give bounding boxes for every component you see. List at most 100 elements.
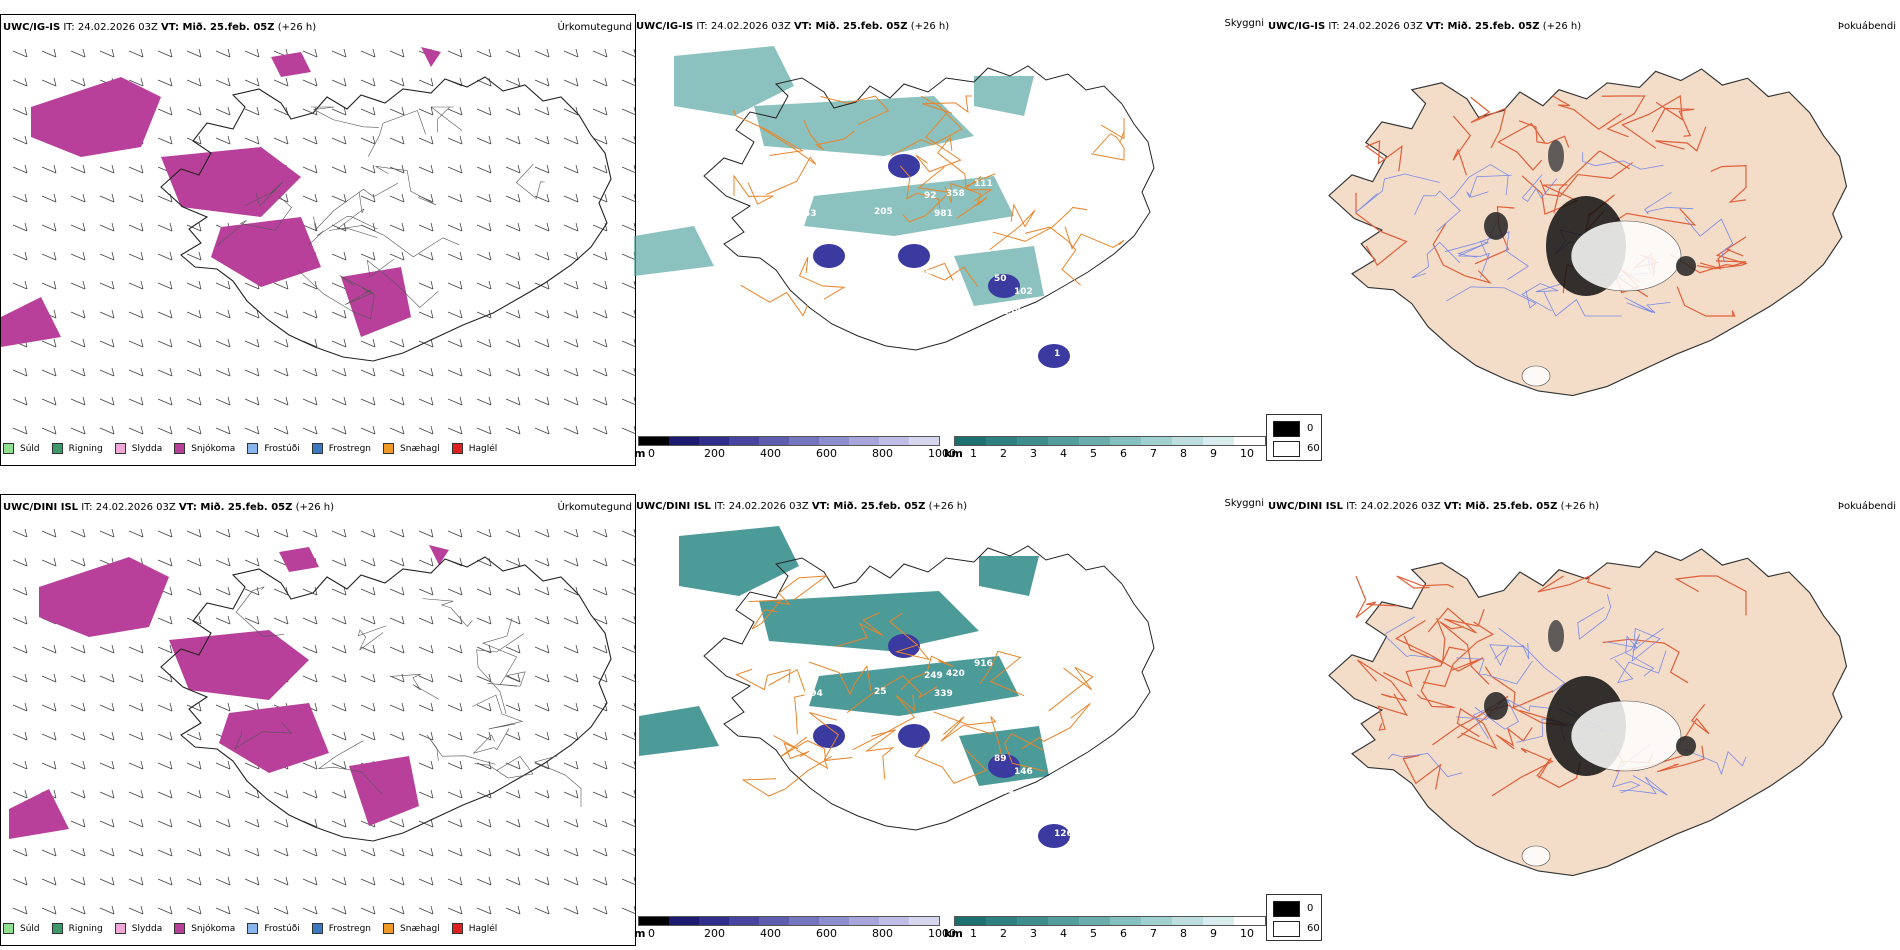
wind-barb-flag — [546, 251, 550, 261]
colorbar-tick: 4 — [1060, 447, 1067, 460]
wind-barb-flag — [140, 280, 144, 290]
wind-barb — [331, 282, 347, 290]
wind-barb-flag — [430, 164, 434, 174]
wind-barb-flag — [256, 586, 260, 596]
wind-barb-flag — [111, 644, 115, 654]
wind-barb-flag — [372, 876, 376, 886]
wind-barb — [621, 253, 635, 261]
wind-barb — [476, 791, 492, 799]
wind-barb — [70, 878, 86, 886]
wind-barb-flag — [372, 673, 376, 683]
wind-barb — [186, 559, 202, 567]
wind-barb-flag — [633, 847, 635, 854]
wind-barb-flag — [24, 135, 28, 145]
wind-barb — [418, 224, 434, 232]
river-line — [1522, 643, 1566, 693]
wind-barb-flag — [198, 818, 202, 828]
wind-barb-flag — [488, 702, 492, 712]
wind-barb-flag — [256, 789, 260, 799]
river-line — [1411, 241, 1461, 279]
road-line — [864, 729, 896, 780]
wind-barb — [476, 559, 492, 567]
colorbar-segment — [879, 917, 909, 925]
low-visibility-area — [634, 226, 714, 276]
wind-barb-flag — [575, 135, 579, 145]
road-line — [989, 203, 1036, 250]
wind-barb — [505, 820, 521, 828]
wind-barb — [360, 878, 376, 886]
road-line — [310, 106, 379, 128]
wind-barb — [99, 195, 115, 203]
legend-item: Snjókoma — [174, 923, 235, 934]
wind-barb — [534, 646, 550, 654]
wind-barb — [389, 878, 405, 886]
wind-barb-flag — [633, 673, 635, 680]
cloud-ceiling-colorbar — [638, 916, 940, 926]
wind-barb-flag — [169, 847, 173, 857]
wind-barb-flag — [140, 905, 144, 915]
wind-barb — [534, 282, 550, 290]
legend-label: Frostúði — [264, 443, 300, 454]
visibility-value-label: 316 — [889, 757, 908, 767]
colorbar-tick: 1000 — [928, 447, 956, 460]
wind-barb-flag — [53, 164, 57, 174]
wind-barb-flag — [169, 106, 173, 116]
wind-barb — [331, 108, 347, 116]
wind-barb — [273, 530, 289, 538]
wind-barb-flag — [430, 702, 434, 712]
wind-barb-flag — [227, 789, 231, 799]
wind-barb — [476, 820, 492, 828]
wind-barb — [12, 646, 28, 654]
wind-barb-flag — [285, 905, 289, 915]
wind-barb-flag — [24, 77, 28, 87]
wind-barb — [389, 704, 405, 712]
wind-barb-flag — [517, 425, 521, 435]
wind-barb — [70, 369, 86, 377]
road-line — [780, 736, 853, 761]
road-line — [1432, 222, 1492, 284]
fog-legend-label: 0 — [1307, 903, 1314, 914]
wind-barb-flag — [517, 367, 521, 377]
wind-barb-flag — [169, 876, 173, 886]
road-line — [1355, 192, 1408, 267]
wind-barb-flag — [256, 615, 260, 625]
wind-barb-flag — [314, 425, 318, 435]
legend-swatch — [114, 923, 126, 934]
road-line — [329, 225, 460, 258]
wind-barb — [244, 849, 260, 857]
legend-swatch — [383, 923, 395, 934]
road-line — [774, 575, 828, 606]
wind-barb — [389, 50, 405, 58]
colorbar-segment — [1203, 917, 1234, 925]
road-line — [235, 586, 285, 637]
road-line — [1427, 607, 1485, 634]
wind-barb — [418, 675, 434, 683]
road-line — [940, 716, 993, 742]
wind-barb-flag — [140, 847, 144, 857]
wind-barb — [447, 878, 463, 886]
wind-barb-flag — [517, 309, 521, 319]
wind-barb-flag — [546, 644, 550, 654]
wind-barb-flag — [488, 367, 492, 377]
road-line — [1452, 115, 1472, 176]
visibility-value-label: 249 — [924, 671, 943, 681]
legend-item: Súld — [3, 923, 40, 934]
wind-barb — [70, 791, 86, 799]
cloud-ceiling-colorbar — [638, 436, 940, 446]
wind-barb-flag — [53, 425, 57, 435]
legend-item: Haglél — [451, 923, 497, 934]
wind-barb-flag — [401, 106, 405, 116]
wind-barb — [360, 617, 376, 625]
wind-barb-flag — [372, 77, 376, 87]
snow-area — [421, 47, 441, 67]
wind-barb — [157, 195, 173, 203]
wind-barb — [302, 369, 318, 377]
road-line — [1553, 150, 1631, 214]
wind-barb-flag — [517, 222, 521, 232]
wind-barb-flag — [488, 847, 492, 857]
wind-barb — [505, 253, 521, 261]
wind-barb — [70, 675, 86, 683]
wind-barb-flag — [314, 905, 318, 915]
wind-barb — [418, 530, 434, 538]
wind-barb-flag — [372, 615, 376, 625]
